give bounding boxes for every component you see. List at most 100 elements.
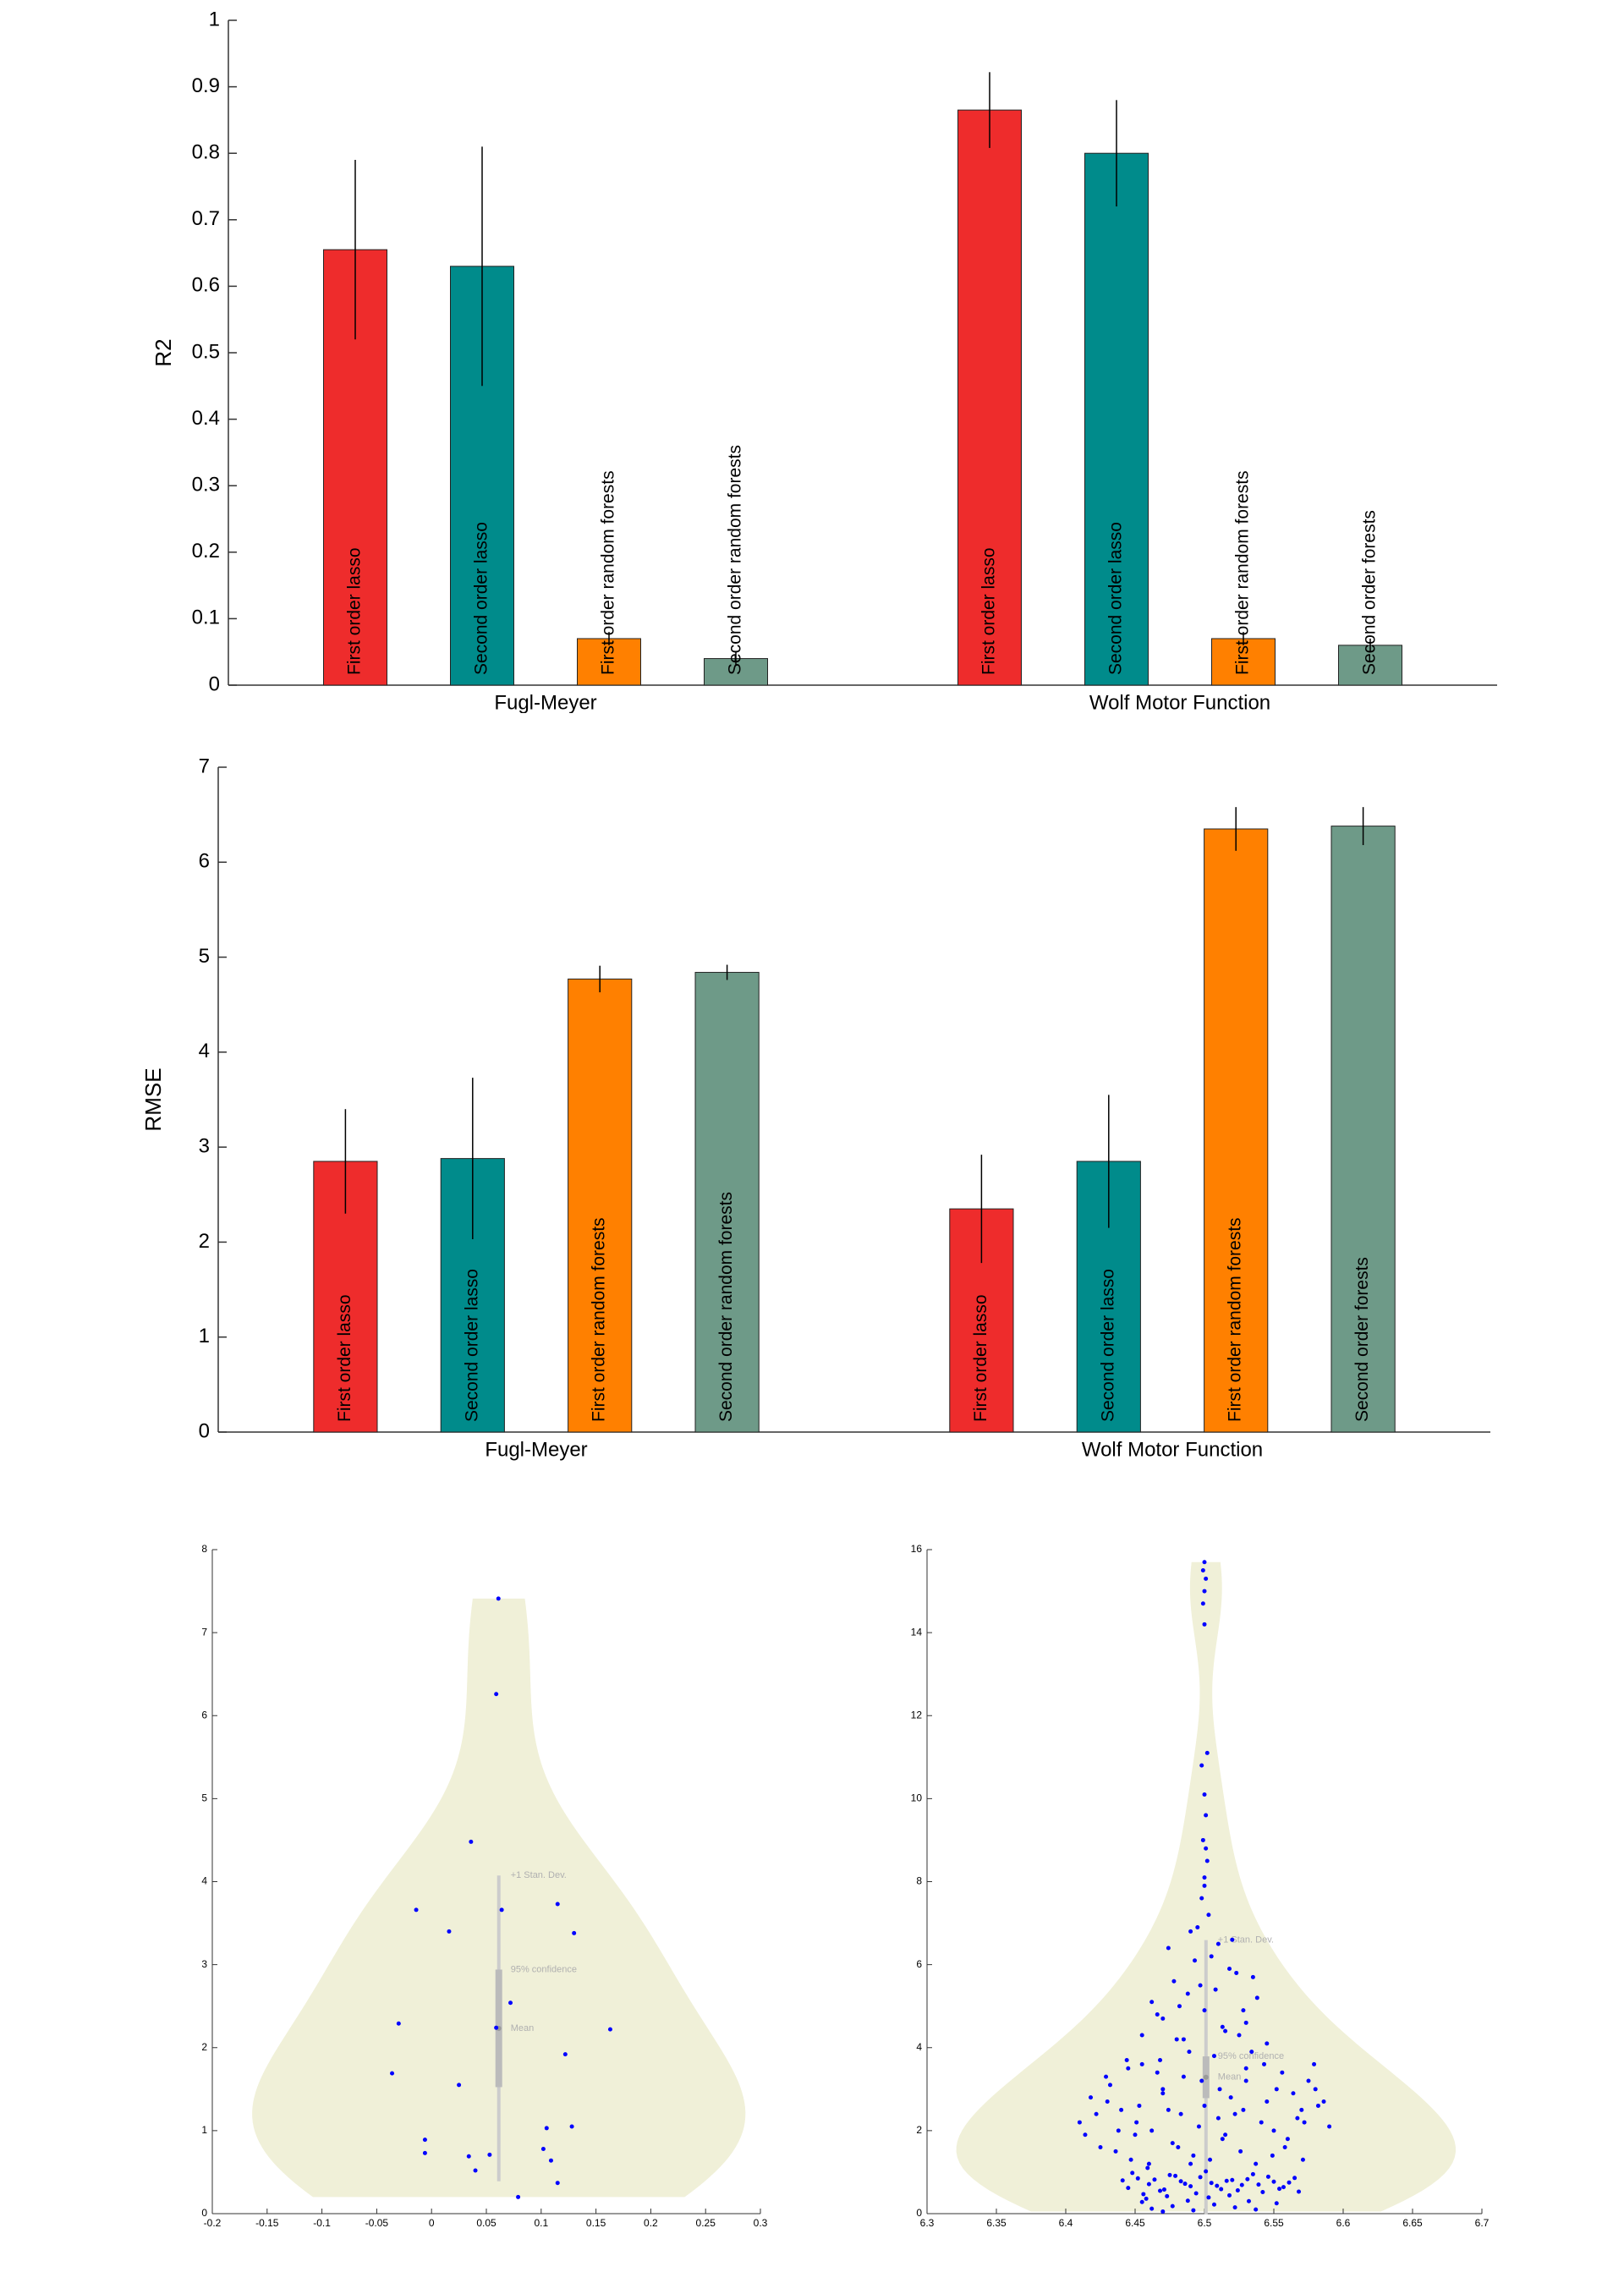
y-axis-label: RMSE — [140, 1067, 166, 1131]
point — [1291, 2091, 1296, 2096]
x-tick-label: 0 — [429, 2217, 435, 2229]
point — [1193, 1958, 1198, 1963]
point — [1139, 2199, 1144, 2204]
point — [1254, 2161, 1259, 2166]
point — [1239, 2182, 1244, 2187]
point — [1200, 1568, 1205, 1573]
stat-annotation: 95% confidence — [1218, 2051, 1284, 2061]
point — [1220, 2024, 1225, 2029]
x-tick-label: -0.05 — [365, 2217, 389, 2229]
point — [1105, 2099, 1110, 2105]
y-tick-label: 0 — [201, 2207, 207, 2219]
point — [1241, 2107, 1246, 2112]
y-tick-label: 2 — [916, 2124, 922, 2136]
point — [1188, 2161, 1193, 2166]
y-tick-label: 0.4 — [192, 407, 220, 430]
bar-label: First order random forests — [599, 470, 618, 675]
y-tick-label: 2 — [201, 2041, 207, 2053]
y-tick-label: 7 — [201, 1626, 207, 1638]
point — [1202, 1560, 1207, 1565]
y-tick-label: 5 — [201, 1792, 207, 1804]
bar — [694, 972, 760, 1433]
point — [494, 2025, 499, 2030]
point — [414, 1907, 419, 1913]
point — [540, 2146, 546, 2151]
bar — [1330, 826, 1396, 1433]
mean-marker — [1203, 2074, 1209, 2080]
point — [1158, 2188, 1163, 2193]
point — [1243, 2066, 1248, 2071]
point — [1152, 2177, 1157, 2182]
point — [396, 2021, 401, 2026]
point — [1116, 2128, 1121, 2133]
point — [457, 2083, 462, 2088]
point — [1215, 2183, 1220, 2188]
point — [1185, 1991, 1190, 1996]
x-tick-label: 6.35 — [986, 2217, 1007, 2229]
x-tick-label: Fugl-Meyer — [485, 1438, 587, 1461]
point — [1202, 1792, 1207, 1797]
point — [1139, 2033, 1144, 2038]
point — [1259, 2120, 1264, 2125]
point — [1297, 2189, 1302, 2194]
point — [1227, 1967, 1232, 1972]
point — [1217, 2087, 1222, 2092]
y-tick-label: 7 — [199, 755, 210, 777]
point — [1271, 2179, 1276, 2184]
x-tick-label: Fugl-Meyer — [494, 691, 596, 713]
point — [1321, 2099, 1326, 2105]
y-tick-label: 3 — [201, 1958, 207, 1970]
point — [544, 2126, 549, 2131]
point — [1137, 2103, 1142, 2108]
bar-label: Second order lasso — [1098, 1269, 1117, 1422]
point — [1166, 1946, 1171, 1951]
point — [1170, 2203, 1175, 2209]
point — [466, 2154, 471, 2159]
point — [1237, 2033, 1242, 2038]
bar-label: First order lasso — [335, 1294, 354, 1422]
point — [1077, 2120, 1082, 2125]
point — [1202, 1589, 1207, 1594]
y-axis-label: R2 — [151, 338, 176, 366]
y-tick-label: 0.5 — [192, 340, 220, 363]
point — [1160, 2091, 1166, 2096]
point — [1256, 2182, 1261, 2187]
point — [1089, 2095, 1094, 2100]
stat-annotation: +1 Stan. Dev. — [511, 1870, 567, 1880]
point — [1270, 2153, 1275, 2158]
point — [1113, 2149, 1118, 2154]
bar — [957, 109, 1022, 686]
point — [1135, 2176, 1140, 2181]
point — [1202, 1875, 1207, 1880]
stat-annotation: 95% confidence — [511, 1964, 577, 1974]
point — [1174, 2037, 1179, 2042]
point — [1171, 1978, 1177, 1984]
y-tick-label: 1 — [209, 8, 220, 30]
point — [1202, 1622, 1207, 1627]
point — [1160, 2209, 1166, 2214]
point — [1204, 1846, 1209, 1851]
point — [1306, 2078, 1311, 2083]
point — [1262, 2061, 1267, 2066]
y-tick-label: 0 — [199, 1419, 210, 1442]
point — [1265, 2099, 1270, 2105]
point — [562, 2052, 568, 2057]
point — [1144, 2196, 1149, 2201]
bar-label: Second order lasso — [462, 1269, 481, 1422]
point — [1083, 2132, 1088, 2138]
point — [1181, 2037, 1186, 2042]
point — [1126, 2066, 1131, 2071]
y-tick-label: 0.3 — [192, 474, 220, 497]
stat-annotation: Mean — [1218, 2072, 1242, 2083]
point — [1234, 1970, 1239, 1975]
point — [555, 2181, 560, 2186]
point — [1299, 2107, 1304, 2112]
point — [516, 2194, 521, 2199]
stat-annotation: Mean — [511, 2023, 535, 2033]
x-tick-label: -0.2 — [204, 2217, 222, 2229]
point — [1191, 2153, 1196, 2158]
point — [1182, 2181, 1188, 2187]
x-tick-label: Wolf Motor Function — [1089, 691, 1270, 713]
stat-annotation: +1 Stan. Dev. — [1218, 1935, 1274, 1946]
point — [1188, 1929, 1193, 1934]
